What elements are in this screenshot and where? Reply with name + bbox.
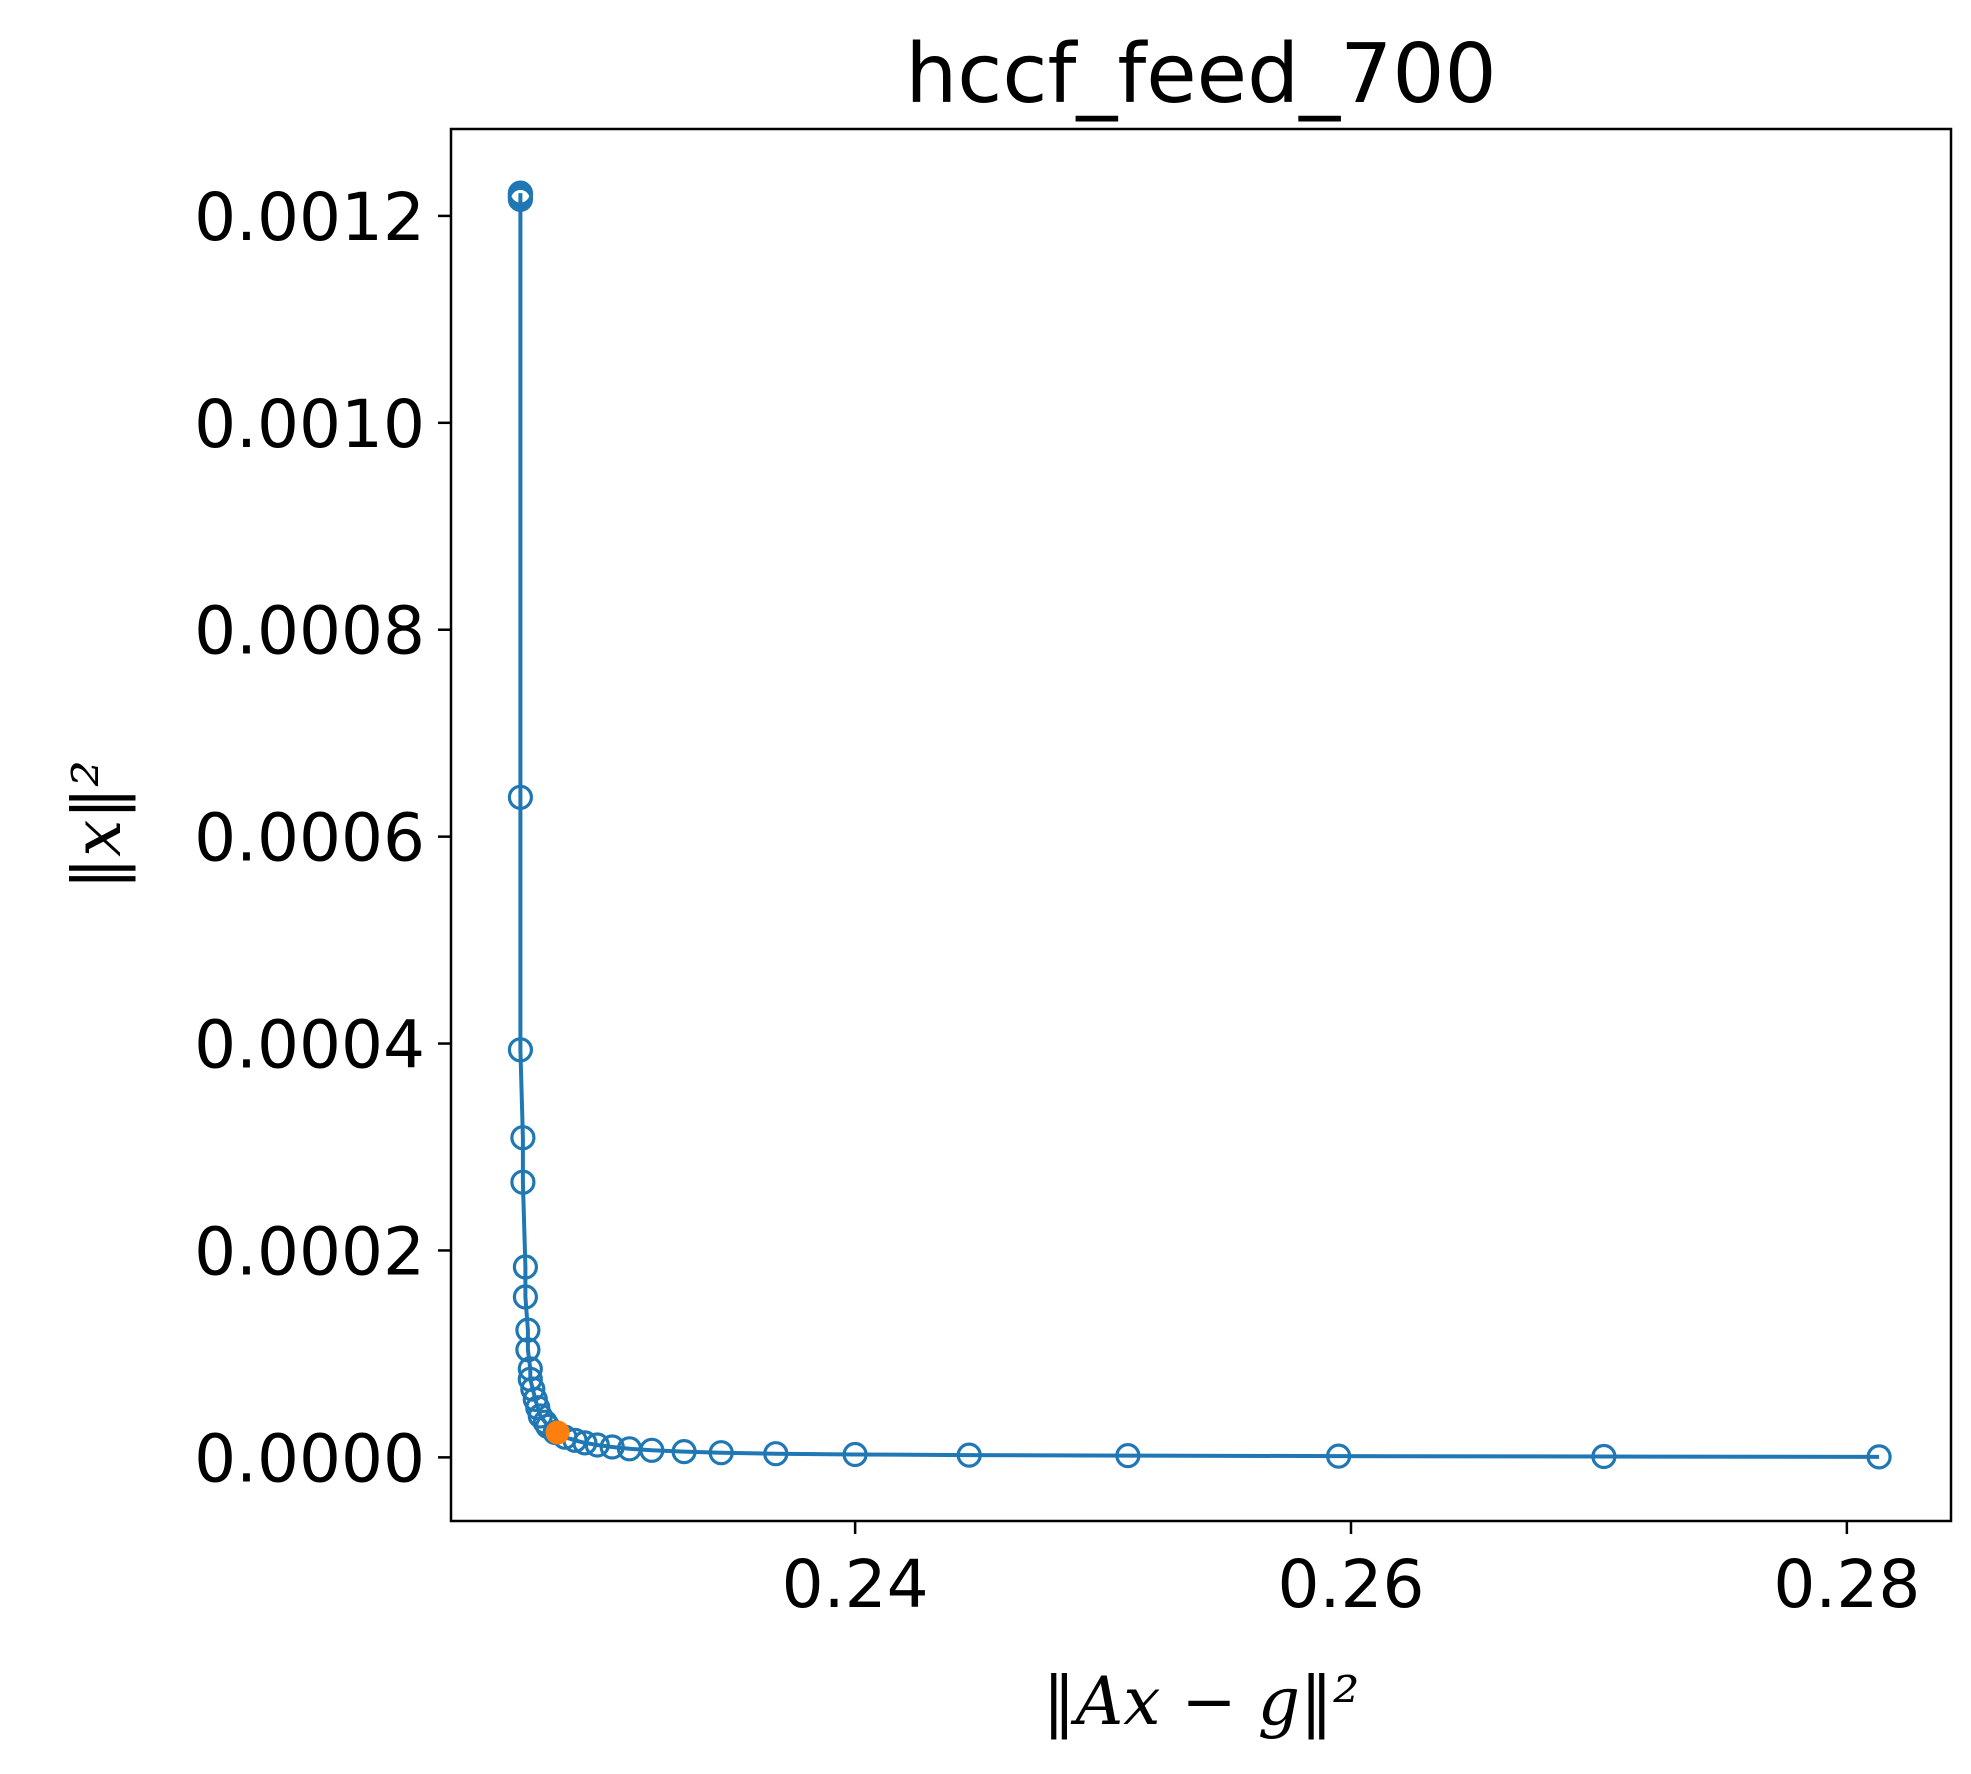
plot-area — [507, 180, 1892, 1470]
y-axis-label: ‖x‖² — [59, 760, 136, 890]
data-point — [572, 1430, 598, 1456]
data-point — [1325, 1443, 1352, 1469]
data-point — [584, 1432, 610, 1458]
data-point — [510, 1125, 536, 1151]
data-point — [507, 1037, 534, 1063]
chart-title: hccf_feed_700 — [905, 27, 1496, 122]
y-tick-label: 0.0010 — [194, 386, 425, 463]
data-point — [599, 1434, 625, 1460]
y-tick-label: 0.0008 — [194, 593, 425, 670]
axes-frame — [449, 127, 1953, 1523]
data-point — [507, 784, 534, 810]
data-point — [515, 1337, 541, 1363]
data-point — [763, 1441, 789, 1467]
y-tick-label: 0.0004 — [194, 1007, 425, 1084]
data-point — [515, 1317, 541, 1343]
data-point — [1115, 1442, 1141, 1469]
y-tick-label: 0.0006 — [194, 800, 425, 877]
data-point — [842, 1441, 868, 1468]
data-point — [671, 1438, 697, 1465]
data-point — [1591, 1443, 1617, 1470]
data-point — [510, 1169, 536, 1195]
data-point — [1866, 1444, 1892, 1470]
x-tick-label: 0.24 — [782, 1546, 929, 1623]
data-point — [639, 1437, 665, 1463]
x-tick-label: 0.26 — [1278, 1546, 1425, 1623]
data-point — [520, 1376, 546, 1402]
y-tick-label: 0.0012 — [194, 179, 425, 256]
axis-ticks: 0.24 0.26 0.28 0.0000 0.0002 0.0004 0.0006 0.00… — [194, 179, 1920, 1623]
x-tick-label: 0.28 — [1773, 1546, 1920, 1623]
data-point — [512, 1254, 539, 1280]
data-point — [512, 1284, 539, 1310]
data-point — [708, 1440, 734, 1466]
y-tick-label: 0.0002 — [194, 1213, 425, 1290]
highlight-point — [545, 1420, 570, 1445]
x-axis-label: ‖Ax − g‖² — [1043, 1663, 1360, 1740]
data-point — [507, 186, 534, 212]
data-point — [956, 1442, 982, 1468]
y-tick-label: 0.0000 — [194, 1420, 425, 1497]
